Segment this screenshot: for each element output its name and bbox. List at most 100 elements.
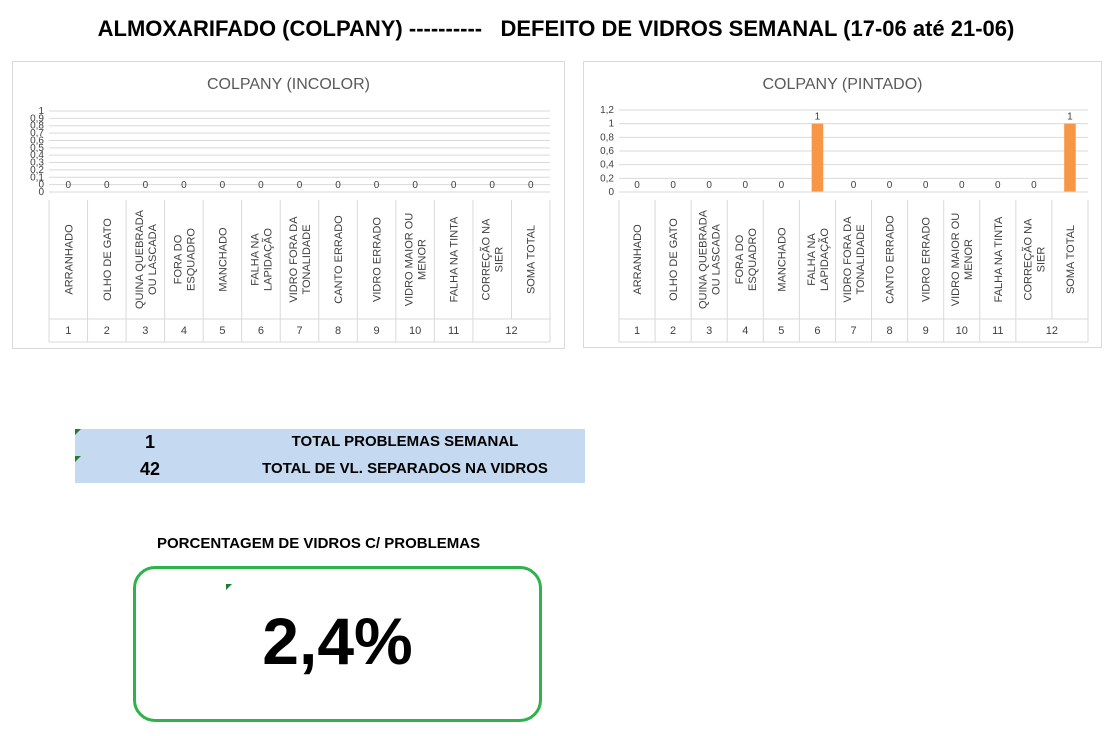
category-label: FALHA NALAPIDAÇÃO xyxy=(806,228,831,291)
bar xyxy=(811,123,824,192)
summary-table: 1 TOTAL PROBLEMAS SEMANAL 42 TOTAL DE VL… xyxy=(75,429,585,483)
category-number: 6 xyxy=(258,325,264,337)
data-label: 0 xyxy=(451,180,457,191)
category-number: 2 xyxy=(104,325,110,337)
category-label: VIDRO FORA DATONALIDADE xyxy=(842,216,867,303)
category-label: CANTO ERRADO xyxy=(885,215,897,304)
data-label: 0 xyxy=(412,180,418,191)
category-label: FORA DOESQUADRO xyxy=(734,228,759,291)
data-label: 1 xyxy=(815,112,821,123)
data-label: 0 xyxy=(374,180,380,191)
category-number: 7 xyxy=(850,325,856,337)
y-tick-label: 0,5 xyxy=(30,143,44,154)
category-label: SOMA TOTAL xyxy=(1065,225,1077,294)
category-label: CANTO ERRADO xyxy=(333,215,345,304)
percentage-box: 2,4% xyxy=(133,566,542,722)
data-label: 0 xyxy=(779,180,785,191)
category-label: MANCHADO xyxy=(776,227,788,292)
category-number: 1 xyxy=(65,325,71,337)
y-tick-label: 0,6 xyxy=(600,146,614,157)
page-title: ALMOXARIFADO (COLPANY) ---------- DEFEIT… xyxy=(97,16,1015,41)
data-label: 0 xyxy=(181,180,187,191)
y-tick-label: 0,2 xyxy=(30,165,44,176)
y-tick-label: 0,2 xyxy=(600,173,614,184)
data-label: 0 xyxy=(851,180,857,191)
bar xyxy=(1064,123,1076,192)
data-label: 0 xyxy=(143,180,149,191)
total-problems-label: TOTAL PROBLEMAS SEMANAL xyxy=(291,433,519,450)
category-label: OLHO DE GATO xyxy=(668,218,680,301)
data-label: 0 xyxy=(670,180,676,191)
category-number: 10 xyxy=(956,325,968,337)
category-label: FALHA NA TINTA xyxy=(449,216,461,302)
data-label: 0 xyxy=(528,180,534,191)
percentage-title: PORCENTAGEM DE VIDROS C/ PROBLEMAS xyxy=(157,535,481,552)
category-label: CORREÇÃO NASIER xyxy=(480,218,506,301)
category-number: 3 xyxy=(142,325,148,337)
y-tick-label: 0 xyxy=(38,187,44,198)
category-number: 6 xyxy=(814,325,820,337)
category-number: 9 xyxy=(923,325,929,337)
data-label: 1 xyxy=(1067,112,1073,123)
chart-pintado: COLPANY (PINTADO) 0 0,2 0,4 0,6 0,8 1 1,2 0 0 0 0 0 1… xyxy=(583,61,1102,348)
data-label: 0 xyxy=(995,180,1001,191)
chart-incolor: COLPANY (INCOLOR) 0 0 0,1 0,2 0,3 0,4 0,5 0,6 0,7… xyxy=(12,61,565,349)
category-label: ARRANHADO xyxy=(632,224,644,295)
cell-marker xyxy=(75,429,81,435)
chart-title: COLPANY (INCOLOR) xyxy=(207,76,370,93)
category-number: 9 xyxy=(374,325,380,337)
data-label: 0 xyxy=(706,180,712,191)
category-label: VIDRO FORA DATONALIDADE xyxy=(288,216,313,303)
category-number: 12 xyxy=(505,325,517,337)
category-label: VIDRO ERRADO xyxy=(921,217,933,302)
category-number: 12 xyxy=(1046,325,1058,337)
y-tick-label: 0 xyxy=(38,180,44,191)
summary-row-problems: 1 TOTAL PROBLEMAS SEMANAL xyxy=(75,429,585,456)
y-tick-label: 1,2 xyxy=(600,105,614,116)
category-label: CORREÇÃO NASIER xyxy=(1021,218,1047,301)
category-label: FORA DOESQUADRO xyxy=(172,228,197,291)
y-tick-label: 0,8 xyxy=(600,132,614,143)
total-problems-value: 1 xyxy=(144,432,155,452)
data-label: 0 xyxy=(887,180,893,191)
category-label: QUINA QUEBRADAOU LASCADA xyxy=(134,209,159,309)
category-label: VIDRO MAIOR OUMENOR xyxy=(404,213,429,307)
y-tick-label: 0,8 xyxy=(30,121,44,132)
y-tick-label: 0,9 xyxy=(30,113,44,124)
category-label: SOMA TOTAL xyxy=(526,225,538,294)
data-label: 0 xyxy=(297,180,303,191)
data-label: 0 xyxy=(65,180,71,191)
y-tick-label: 1 xyxy=(38,106,44,117)
category-number: 2 xyxy=(670,325,676,337)
category-number: 8 xyxy=(887,325,893,337)
category-number: 4 xyxy=(181,325,187,337)
category-label: VIDRO ERRADO xyxy=(372,217,384,302)
y-tick-label: 0 xyxy=(608,187,614,198)
summary-row-separated: 42 TOTAL DE VL. SEPARADOS NA VIDROS xyxy=(75,456,585,483)
category-label: OLHO DE GATO xyxy=(102,218,114,301)
category-number: 5 xyxy=(778,325,784,337)
chart-pintado-svg: COLPANY (PINTADO) 0 0,2 0,4 0,6 0,8 1 1,2 0 0 0 0 0 1… xyxy=(600,76,1089,343)
data-label: 0 xyxy=(923,180,929,191)
cell-marker xyxy=(75,456,81,462)
category-number: 1 xyxy=(634,325,640,337)
category-number: 4 xyxy=(742,325,748,337)
y-tick-label: 0,4 xyxy=(600,160,614,171)
category-label: VIDRO MAIOR OUMENOR xyxy=(950,213,975,307)
data-label: 0 xyxy=(959,180,965,191)
data-label: 0 xyxy=(634,180,640,191)
y-tick-label: 0,1 xyxy=(30,172,44,183)
category-number: 7 xyxy=(296,325,302,337)
category-number: 3 xyxy=(706,325,712,337)
category-number: 5 xyxy=(219,325,225,337)
y-tick-label: 0,3 xyxy=(30,158,44,169)
category-label: ARRANHADO xyxy=(63,224,75,295)
data-label: 0 xyxy=(104,180,110,191)
total-separated-value: 42 xyxy=(139,459,161,479)
category-label: MANCHADO xyxy=(217,227,229,292)
y-tick-label: 0,7 xyxy=(30,128,44,139)
data-label: 0 xyxy=(335,180,341,191)
data-label: 0 xyxy=(742,180,748,191)
data-label: 0 xyxy=(220,180,226,191)
category-label: FALHA NALAPIDAÇÃO xyxy=(249,228,274,291)
